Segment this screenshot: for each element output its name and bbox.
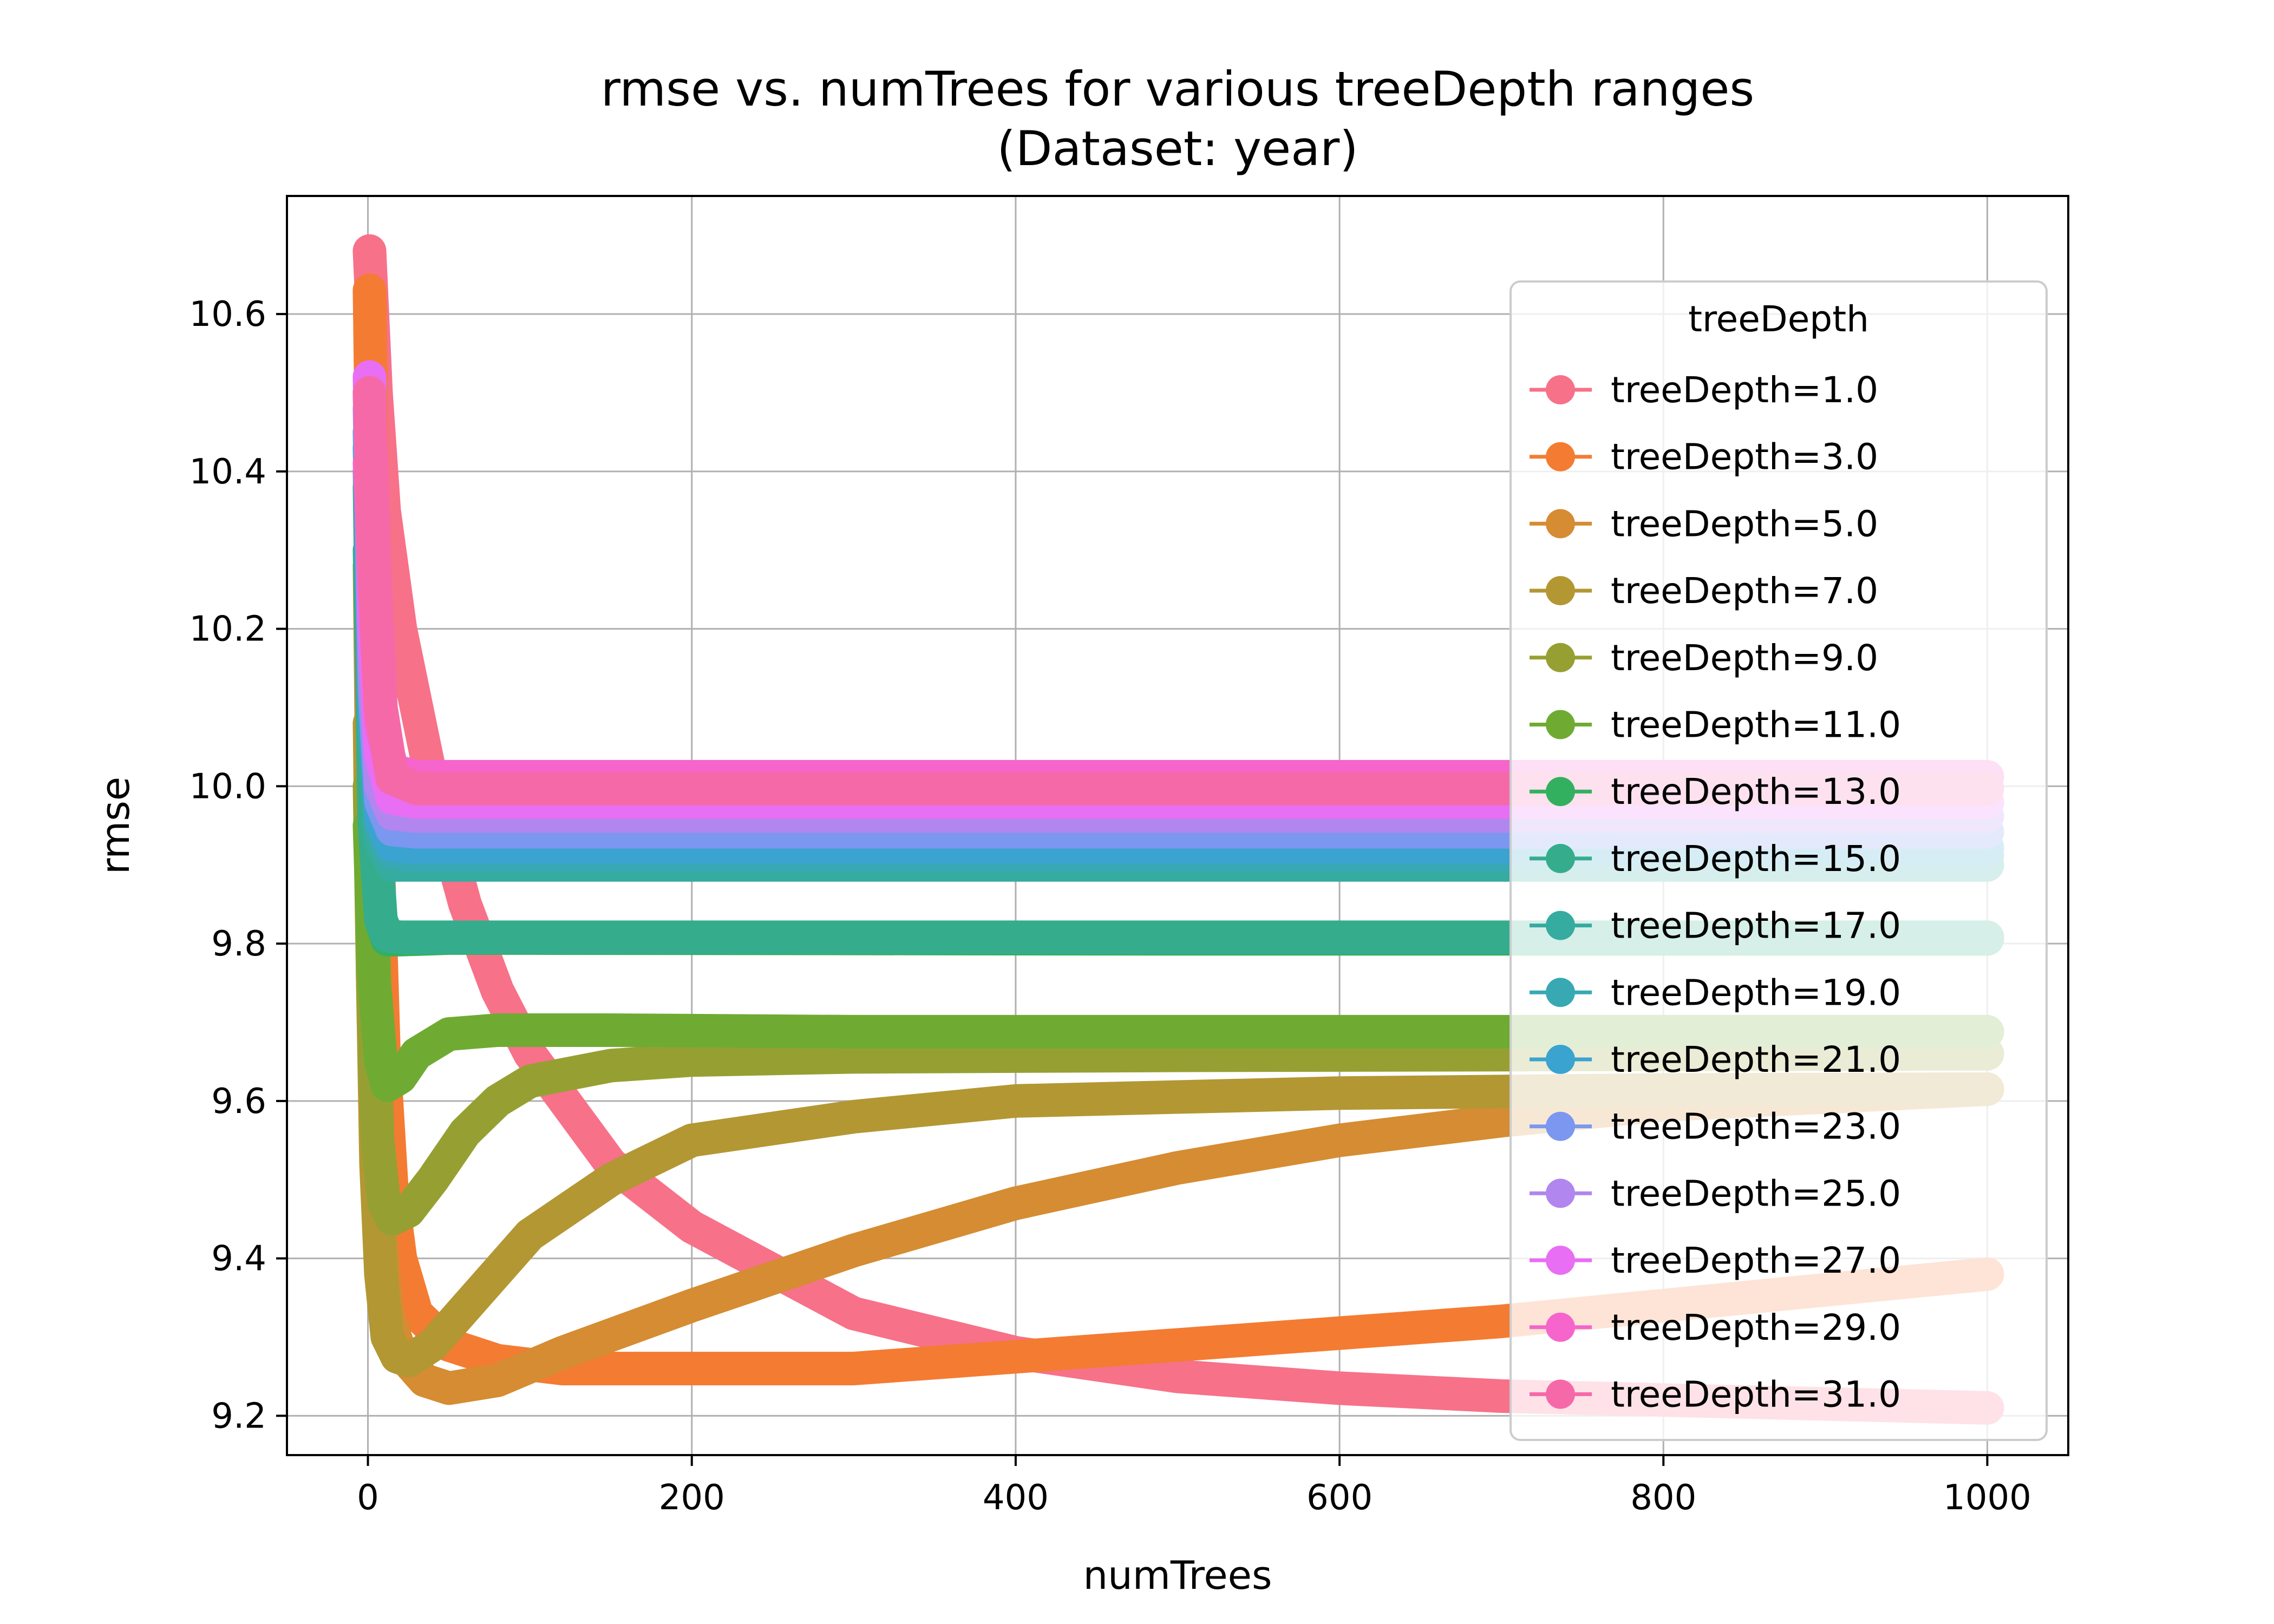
legend-marker [1546, 1045, 1575, 1074]
legend-items: treeDepth=1.0 treeDepth=3.0 treeDepth=5.0 t… [1530, 369, 1901, 1416]
legend-label: treeDepth=1.0 [1611, 369, 1878, 411]
legend-title: treeDepth [1688, 298, 1869, 340]
legend-label: treeDepth=13.0 [1611, 771, 1901, 813]
legend-label: treeDepth=19.0 [1611, 972, 1901, 1013]
y-tick-label: 10.0 [190, 767, 267, 807]
legend-label: treeDepth=21.0 [1611, 1039, 1901, 1081]
legend-item: treeDepth=3.0 [1530, 436, 1878, 478]
legend-item: treeDepth=27.0 [1530, 1240, 1901, 1281]
legend-label: treeDepth=29.0 [1611, 1307, 1901, 1348]
y-tick-label: 9.2 [211, 1396, 266, 1436]
data-point [379, 1203, 409, 1233]
legend-label: treeDepth=27.0 [1611, 1240, 1901, 1281]
legend-label: treeDepth=25.0 [1611, 1173, 1901, 1214]
x-tick-label: 0 [357, 1478, 379, 1518]
legend-marker [1546, 843, 1575, 873]
legend-item: treeDepth=13.0 [1530, 771, 1901, 813]
legend-item: treeDepth=19.0 [1530, 972, 1901, 1013]
legend-item: treeDepth=25.0 [1530, 1173, 1901, 1214]
legend-item: treeDepth=31.0 [1530, 1374, 1901, 1416]
y-tick-label: 10.2 [190, 610, 267, 650]
data-point [355, 236, 384, 266]
data-point [379, 764, 409, 794]
x-tick-label: 1000 [1943, 1478, 2031, 1518]
data-point [379, 1335, 409, 1365]
y-tick-label: 10.6 [190, 294, 267, 335]
data-point [355, 378, 384, 408]
x-axis: 0 200 400 600 800 1000 [357, 1455, 2031, 1518]
legend-marker [1546, 710, 1575, 739]
legend-item: treeDepth=17.0 [1530, 905, 1901, 947]
legend-label: treeDepth=7.0 [1611, 570, 1878, 612]
data-point [369, 1291, 399, 1320]
legend-item: treeDepth=23.0 [1530, 1106, 1901, 1148]
legend-item: treeDepth=9.0 [1530, 637, 1878, 679]
legend-marker [1546, 509, 1575, 539]
chart-title: rmse vs. numTrees for various treeDepth … [601, 61, 1754, 117]
x-tick-label: 600 [1306, 1478, 1373, 1518]
legend-marker [1546, 1178, 1575, 1208]
legend-label: treeDepth=5.0 [1611, 503, 1878, 545]
legend-item: treeDepth=7.0 [1530, 570, 1878, 612]
legend-item: treeDepth=5.0 [1530, 503, 1878, 545]
legend-marker [1546, 375, 1575, 404]
data-point [379, 921, 409, 951]
legend-label: treeDepth=15.0 [1611, 838, 1901, 880]
data-point [360, 968, 389, 998]
legend-marker [1546, 643, 1575, 672]
legend-label: treeDepth=11.0 [1611, 704, 1901, 746]
legend-marker [1546, 911, 1575, 940]
x-tick-label: 200 [659, 1478, 725, 1518]
data-point [360, 551, 389, 581]
y-axis: 9.2 9.4 9.6 9.8 10.0 10.2 10.4 10.6 [190, 294, 287, 1436]
legend-frame [1510, 280, 2048, 1441]
legend-marker [1546, 777, 1575, 807]
legend-label: treeDepth=31.0 [1611, 1374, 1901, 1416]
x-tick-label: 800 [1630, 1478, 1696, 1518]
legend-marker [1546, 1246, 1575, 1275]
legend-label: treeDepth=23.0 [1611, 1106, 1901, 1148]
series-treeDepth=31.0 [352, 376, 2004, 806]
legend-label: treeDepth=9.0 [1611, 637, 1878, 679]
y-tick-label: 9.6 [211, 1082, 266, 1122]
plot-frame [286, 195, 2069, 1456]
data-point [369, 713, 399, 743]
y-tick-label: 9.4 [211, 1239, 266, 1279]
y-tick-label: 9.8 [211, 924, 266, 964]
x-tick-label: 400 [983, 1478, 1049, 1518]
legend-label: treeDepth=3.0 [1611, 436, 1878, 478]
y-axis-label: rmse [93, 777, 138, 874]
legend-item: treeDepth=1.0 [1530, 369, 1878, 411]
data-point [379, 1066, 409, 1096]
data-point [355, 276, 384, 305]
legend-marker [1546, 1111, 1575, 1141]
data-point [366, 1259, 396, 1289]
legend-label: treeDepth=17.0 [1611, 905, 1901, 947]
data-point [363, 622, 393, 652]
legend-marker [1546, 442, 1575, 472]
legend-marker [1546, 978, 1575, 1007]
data-point [363, 1125, 393, 1155]
legend-item: treeDepth=11.0 [1530, 704, 1901, 746]
x-axis-label: numTrees [1083, 1553, 1272, 1598]
data-point [366, 1157, 396, 1187]
series-line [352, 376, 2004, 806]
chart-subtitle: (Dataset: year) [997, 121, 1358, 176]
legend-marker [1546, 576, 1575, 606]
legend-item: treeDepth=15.0 [1530, 838, 1901, 880]
legend-item: treeDepth=21.0 [1530, 1039, 1901, 1081]
series-layer [352, 234, 2004, 1425]
legend: treeDepth treeDepth=1.0treeDepth=3.0tree… [1510, 280, 2048, 1441]
data-point [363, 1007, 393, 1037]
legend-marker [1546, 1312, 1575, 1342]
data-point [356, 436, 386, 466]
legend-marker [1546, 1379, 1575, 1409]
data-point [358, 493, 388, 523]
y-tick-label: 10.4 [190, 452, 267, 492]
legend-item: treeDepth=29.0 [1530, 1307, 1901, 1348]
